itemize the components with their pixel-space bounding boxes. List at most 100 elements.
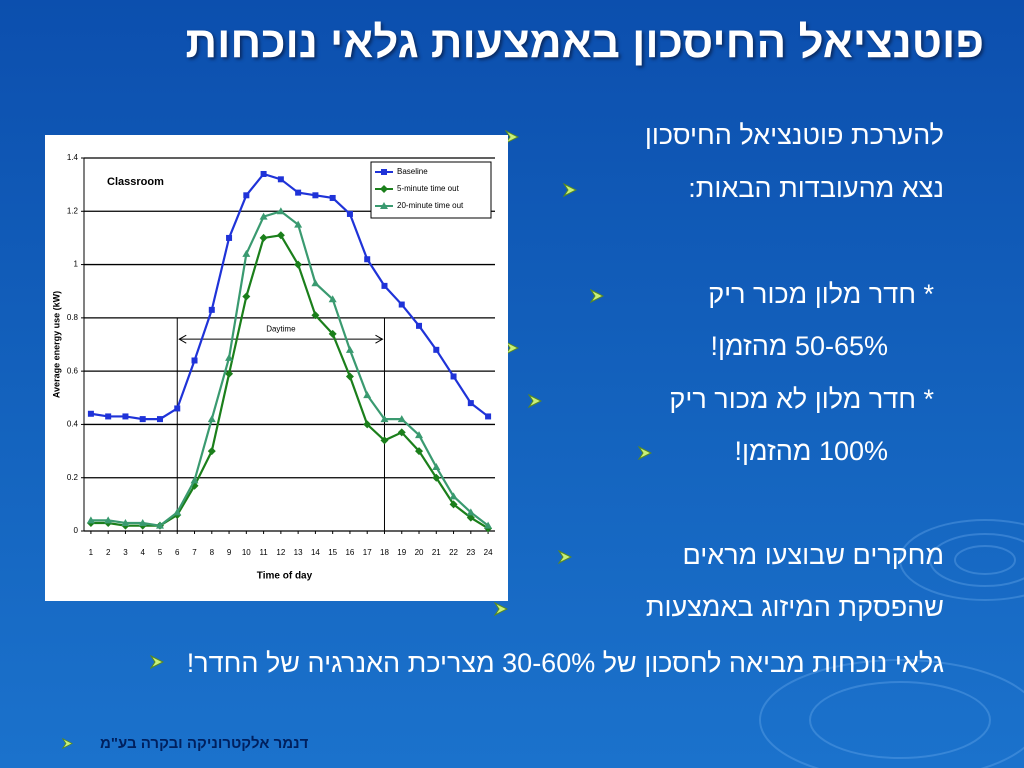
marker	[243, 192, 250, 199]
chart-title: Classroom	[107, 176, 164, 188]
x-tick-label: 3	[123, 548, 128, 557]
marker	[380, 436, 389, 445]
marker	[485, 413, 492, 420]
marker	[139, 416, 146, 423]
y-tick-label: 0.6	[67, 366, 79, 375]
marker	[381, 169, 387, 175]
marker	[225, 369, 234, 378]
marker	[311, 279, 320, 287]
x-tick-label: 17	[363, 548, 372, 557]
y-tick-label: 0.8	[67, 313, 79, 322]
marker	[329, 194, 336, 201]
marker	[86, 516, 95, 524]
marker	[380, 202, 388, 209]
marker	[415, 447, 424, 456]
marker	[449, 492, 458, 500]
marker	[225, 353, 234, 361]
marker	[242, 292, 251, 301]
marker	[138, 519, 147, 527]
marker	[311, 311, 320, 320]
annotation-label: Daytime	[266, 324, 296, 333]
bullet-arrow	[590, 289, 604, 303]
bullet: נצא מהעובדות הבאות:	[688, 173, 944, 203]
marker	[190, 476, 199, 484]
marker	[276, 207, 285, 215]
marker	[312, 192, 319, 199]
marker	[122, 413, 129, 420]
marker	[398, 301, 405, 308]
bullet: מחקרים שבוצעו מראים	[682, 540, 944, 570]
footer: דנמר אלקטרוניקה ובקרה בע"מ	[100, 735, 309, 752]
arrow-head	[375, 334, 384, 344]
series-line	[90, 234, 489, 530]
x-tick-label: 14	[311, 548, 320, 557]
bullet: להערכת פוטנציאל החיסכון	[644, 120, 944, 150]
marker	[397, 428, 406, 437]
chart: 00.20.40.60.811.21.41 2 3 4 5 6 7 8 9 10 11 12 13 14 1…	[45, 135, 508, 601]
bullet: 100% מהזמן!	[734, 436, 888, 466]
marker	[328, 295, 337, 303]
marker	[381, 282, 388, 289]
marker	[208, 306, 215, 313]
y-tick-label: 0.4	[67, 420, 79, 429]
marker	[173, 508, 182, 516]
bullet: * חדר מלון מכור ריק	[708, 279, 934, 309]
marker	[397, 415, 406, 423]
marker	[364, 256, 371, 263]
marker	[260, 170, 267, 177]
marker	[294, 260, 303, 269]
arrow-head	[178, 334, 187, 344]
marker	[294, 220, 303, 228]
marker	[259, 233, 268, 242]
x-tick-label: 13	[294, 548, 303, 557]
bullet: 50-65% מהזמן!	[710, 331, 889, 361]
series-line	[90, 210, 489, 527]
x-tick-label: 8	[210, 548, 215, 557]
bullet-arrow	[494, 602, 508, 616]
bullet: * חדר מלון לא מכור ריק	[669, 384, 934, 414]
legend-label: 20-minute time out	[397, 201, 464, 210]
bullet-arrow	[563, 183, 577, 197]
marker	[174, 405, 181, 412]
marker	[207, 447, 216, 456]
marker	[276, 231, 285, 240]
marker	[363, 391, 372, 399]
x-tick-label: 19	[397, 548, 406, 557]
x-tick-label: 4	[140, 548, 145, 557]
x-tick-label: 10	[242, 548, 251, 557]
marker	[484, 521, 493, 529]
marker	[105, 413, 112, 420]
x-tick-label: 9	[227, 548, 232, 557]
marker	[415, 431, 424, 439]
marker	[466, 513, 475, 522]
marker	[380, 185, 388, 193]
marker	[295, 189, 302, 196]
marker	[328, 329, 337, 338]
marker	[416, 322, 423, 329]
marker	[259, 212, 268, 220]
marker	[207, 415, 216, 423]
x-tick-label: 18	[380, 548, 389, 557]
x-tick-label: 7	[192, 548, 197, 557]
y-tick-label: 0	[74, 526, 79, 535]
marker	[345, 372, 354, 381]
marker	[191, 357, 198, 364]
x-axis-label: Time of day	[257, 571, 313, 582]
marker	[346, 210, 353, 217]
marker	[87, 410, 94, 417]
y-tick-label: 1	[74, 260, 79, 269]
slide-title: פוטנציאל החיסכון באמצעות גלאי נוכחות	[185, 18, 984, 67]
y-axis-label: Average energy use (kW)	[51, 291, 61, 398]
marker	[156, 416, 163, 423]
x-tick-label: 5	[158, 548, 163, 557]
x-tick-label: 15	[328, 548, 337, 557]
marker	[104, 516, 113, 524]
x-tick-label: 11	[259, 548, 268, 557]
bullet-arrow	[558, 550, 572, 564]
bullet-arrow	[150, 655, 164, 669]
x-tick-label: 16	[345, 548, 354, 557]
marker	[345, 345, 354, 353]
marker	[449, 500, 458, 509]
